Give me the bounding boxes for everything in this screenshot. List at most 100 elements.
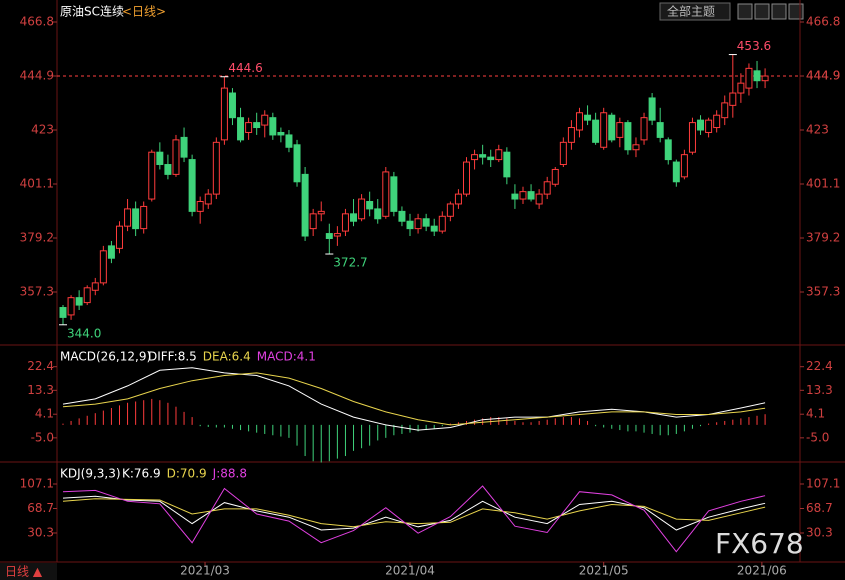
y-tick-label: 4.1 [806, 407, 825, 421]
y-tick-label: 401.1 [20, 176, 54, 190]
candle-body [688, 122, 696, 153]
legend-entry: MACD:4.1 [257, 350, 316, 364]
candle-body [172, 139, 180, 175]
y-tick-label: 466.8 [20, 15, 54, 29]
candle-body [487, 156, 495, 161]
legend-entry: K:76.9 [122, 467, 161, 481]
candle-body [309, 213, 317, 230]
candle-body [317, 210, 325, 215]
candle-body [180, 136, 188, 158]
y-tick-label: 22.4 [806, 359, 833, 373]
candle-body [713, 114, 721, 129]
candle-body [543, 181, 551, 195]
candle-body [592, 119, 600, 143]
candle-body [237, 117, 245, 141]
candle-body [253, 122, 261, 129]
y-tick-label: 423 [31, 123, 54, 137]
y-tick-label: -5.0 [31, 430, 54, 444]
candle-body [705, 119, 713, 133]
candle-body [737, 82, 745, 94]
y-tick-label: 379.2 [806, 230, 840, 244]
icon[interactable] [788, 3, 804, 20]
candle-body [479, 154, 487, 158]
candle-body [220, 87, 228, 141]
candle-body [721, 102, 729, 119]
candle-body [656, 122, 664, 138]
candle-body [374, 208, 382, 220]
candle-body [511, 193, 519, 200]
candle-body [616, 122, 624, 138]
y-tick-label: 13.3 [27, 383, 54, 397]
y-tick-label: 444.9 [806, 69, 840, 83]
candle-body [430, 225, 438, 232]
candle-body [640, 117, 648, 141]
candle-body [390, 176, 398, 212]
candle-body [204, 193, 212, 205]
candle-body [293, 144, 301, 183]
candle-body [446, 203, 454, 217]
legend-entry: DIFF:8.5 [148, 350, 197, 364]
y-tick-label: 107.1 [806, 477, 840, 491]
candle-body [632, 144, 640, 151]
indicator-line [62, 495, 766, 531]
y-tick-label: -5.0 [806, 430, 829, 444]
y-tick-label: 68.7 [27, 501, 54, 515]
candle-body [261, 114, 269, 126]
candle-body [519, 191, 527, 200]
candle-body [382, 171, 390, 217]
candle-body [608, 114, 616, 141]
candle-body [358, 198, 366, 220]
y-tick-label: 379.2 [20, 230, 54, 244]
y-tick-label: 357.3 [806, 284, 840, 298]
candle-body [269, 117, 277, 136]
candle-body [124, 208, 132, 227]
candle-body [761, 75, 769, 82]
candle-body [67, 297, 75, 316]
candle-body [438, 215, 446, 232]
period-tab[interactable] [0, 563, 57, 580]
candle-body [164, 164, 172, 175]
icon[interactable] [771, 3, 787, 20]
icon[interactable] [737, 3, 753, 20]
candle-body [350, 213, 358, 222]
candle-body [398, 210, 406, 222]
candle-body [188, 159, 196, 212]
candle-body [454, 193, 462, 205]
candle-body [697, 119, 705, 131]
candle-body [245, 122, 253, 133]
period-tab-text[interactable]: 日线 ▲ [5, 565, 43, 579]
indicator-line [62, 485, 766, 553]
candle-body [535, 193, 543, 205]
candle-body [422, 218, 430, 227]
legend-entry: D:70.9 [167, 467, 207, 481]
candle-body [228, 92, 236, 119]
y-tick-label: 22.4 [27, 359, 54, 373]
y-tick-label: 68.7 [806, 501, 833, 515]
theme-button-text[interactable]: 全部主题 [667, 4, 715, 19]
y-tick-label: 357.3 [20, 284, 54, 298]
y-tick-label: 444.9 [806, 69, 840, 83]
theme-button[interactable] [659, 2, 731, 21]
legend-entry: DEA:6.4 [203, 350, 251, 364]
candle-body [83, 287, 91, 304]
candle-body [745, 67, 753, 89]
candle-body [664, 139, 672, 161]
indicator-line [62, 367, 766, 431]
candle-body [471, 154, 479, 161]
candle-body [75, 297, 83, 306]
extreme-label: 344.0 [67, 326, 101, 340]
candle-body [648, 97, 656, 121]
candle-body [463, 161, 470, 195]
candle-body [59, 307, 67, 318]
candle-body [567, 127, 575, 143]
candle-body [341, 213, 349, 232]
candle-body [148, 151, 156, 200]
candle-body [140, 205, 148, 230]
period-label[interactable]: <日线> [122, 5, 166, 19]
icon[interactable] [754, 3, 770, 20]
instrument-title: 原油SC连续 [60, 4, 124, 19]
indicator-title: KDJ(9,3,3) [60, 467, 121, 481]
candle-body [680, 154, 688, 178]
x-tick-label: 2021/03 [180, 564, 230, 578]
